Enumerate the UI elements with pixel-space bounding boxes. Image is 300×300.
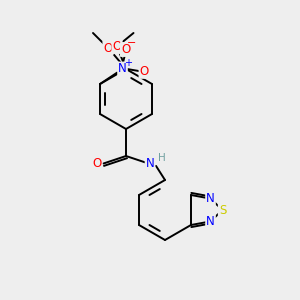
Text: N: N	[206, 192, 215, 205]
Text: H: H	[158, 153, 166, 163]
Text: O: O	[121, 43, 130, 56]
Text: N: N	[118, 62, 127, 76]
Text: S: S	[219, 203, 226, 217]
Text: N: N	[146, 157, 154, 170]
Text: +: +	[124, 58, 132, 68]
Text: O: O	[140, 65, 149, 78]
Text: O: O	[103, 41, 112, 55]
Text: O: O	[92, 157, 101, 170]
Text: O: O	[112, 40, 122, 53]
Text: N: N	[206, 215, 215, 228]
Text: −: −	[127, 38, 136, 48]
